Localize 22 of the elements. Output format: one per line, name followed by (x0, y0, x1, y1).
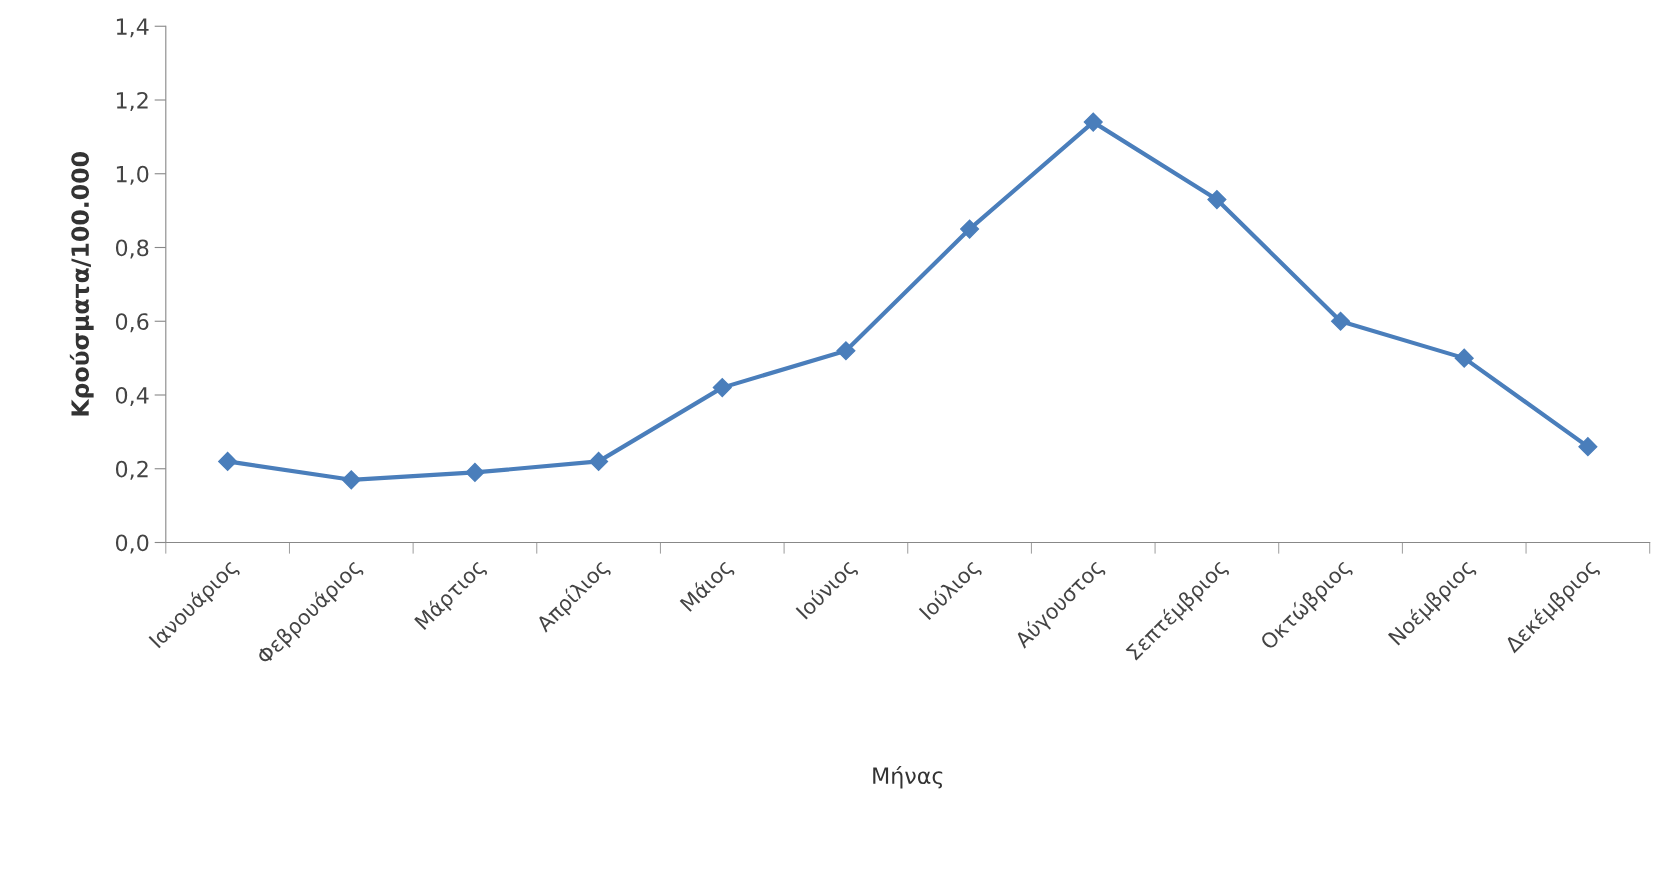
y-tick-label: 0,0 (115, 534, 149, 554)
point (1083, 112, 1103, 132)
point (1454, 348, 1474, 368)
point (712, 378, 732, 398)
y-tick-label: 1,2 (116, 91, 148, 112)
point (341, 470, 361, 490)
point (960, 219, 980, 239)
point (218, 451, 238, 471)
y-tick-label: 0,2 (115, 460, 148, 480)
point (836, 341, 856, 361)
y-tick-label: 1,4 (116, 18, 149, 38)
y-tick-label: 0,8 (115, 239, 149, 259)
point (589, 451, 609, 471)
y-tick-label: 1,0 (116, 165, 149, 185)
point (1207, 190, 1227, 210)
y-axis-title: Κρούσματα/100.000 (69, 152, 94, 416)
point (465, 462, 485, 482)
y-tick-label: 0,4 (115, 386, 149, 407)
point (1578, 437, 1598, 457)
y-tick-label: 0,6 (115, 313, 149, 333)
x-axis-title: Μήνας (873, 766, 943, 789)
point (1331, 311, 1351, 331)
